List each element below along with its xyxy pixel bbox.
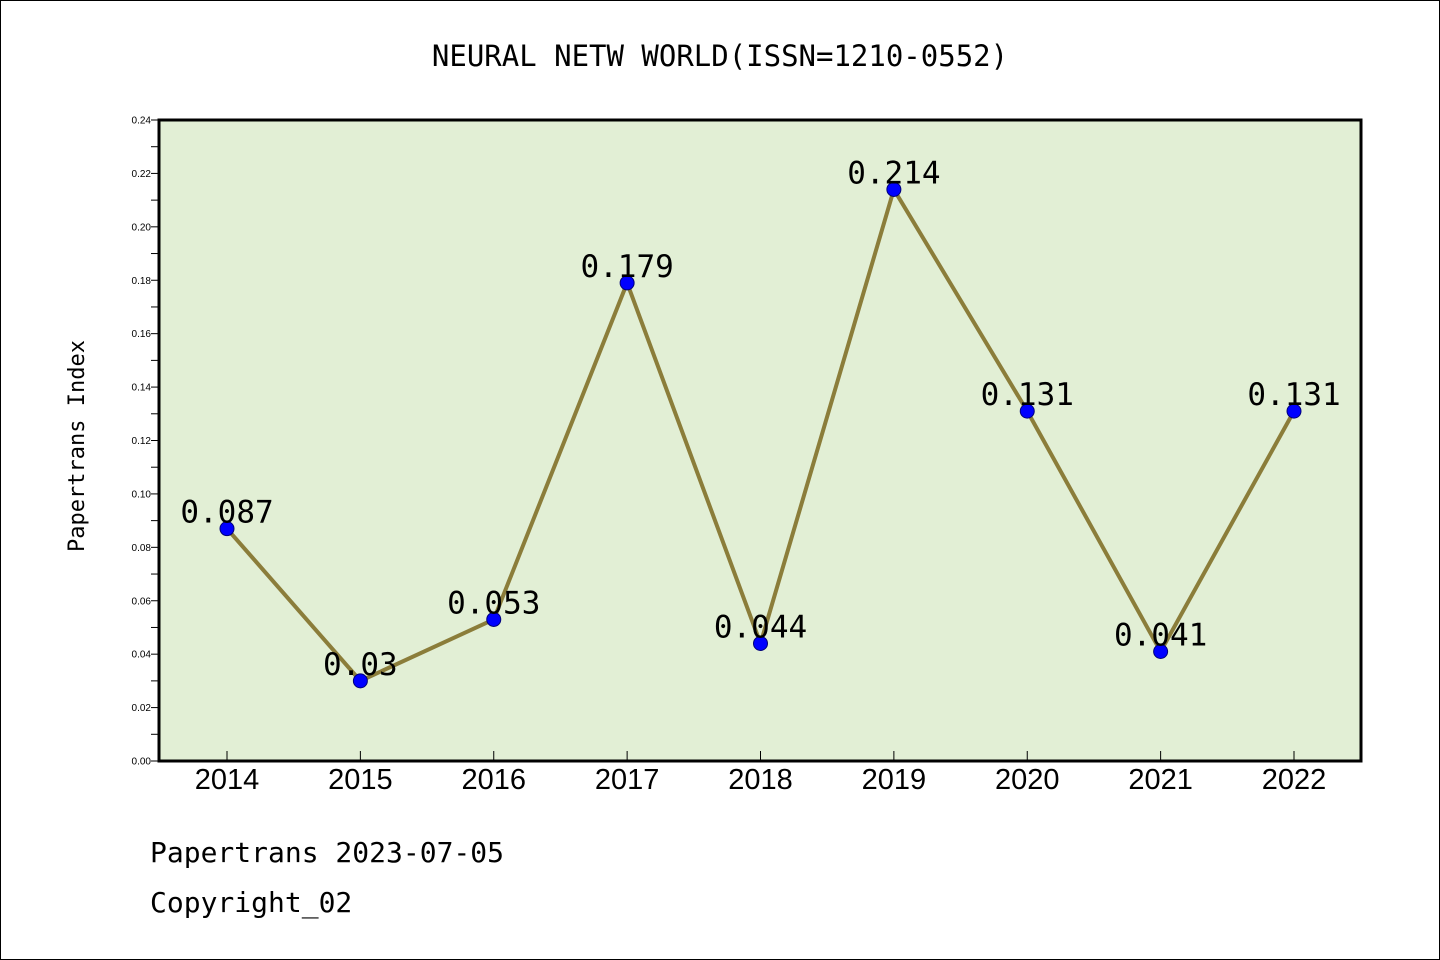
y-tick-label: 0.16: [132, 329, 152, 340]
x-axis-ticks: 2014 2015 2016 2017 2018 2019 2020 2021 2022: [195, 751, 1327, 796]
y-tick-label: 0.10: [132, 489, 152, 500]
chart-title: NEURAL NETW WORLD(ISSN=1210-0552): [432, 39, 1008, 73]
y-tick-label: 0.04: [132, 650, 152, 661]
footer-date-text: Papertrans 2023-07-05: [150, 836, 505, 869]
data-point-marker: [219, 521, 235, 537]
x-tick-label: 2016: [461, 764, 526, 796]
data-labels: 0.087 0.03 0.053 0.179 0.044 0.214 0.131 0.041 0…: [180, 155, 1340, 682]
data-point-marker: [619, 275, 635, 291]
data-point-label: 0.053: [447, 585, 540, 621]
x-tick-label: 2019: [862, 764, 927, 796]
y-tick-label: 0.24: [132, 116, 152, 127]
x-tick-label: 2015: [328, 764, 393, 796]
y-tick-label: 0.00: [132, 757, 152, 768]
data-point-label: 0.131: [981, 377, 1074, 413]
footer-copyright-text: Copyright_02: [150, 886, 353, 919]
x-tick-label: 2021: [1128, 764, 1193, 796]
y-tick-label: 0.12: [132, 436, 152, 447]
data-point-marker: [886, 181, 902, 197]
x-tick-label: 2017: [595, 764, 660, 796]
y-tick-label: 0.06: [132, 596, 152, 607]
data-point-marker: [753, 635, 768, 651]
x-tick-label: 2018: [728, 764, 793, 796]
y-tick-label: 0.18: [132, 276, 152, 287]
y-axis-label: Papertrans Index: [65, 340, 90, 552]
data-point-label: 0.087: [180, 495, 273, 531]
data-markers: [219, 181, 1302, 689]
y-tick-label: 0.08: [132, 543, 152, 554]
data-point-marker: [352, 673, 368, 689]
data-point-label: 0.179: [580, 249, 673, 285]
y-axis-ticks: 0.00 0.02 0.04 0.06 0.08 0.10 0.12 0.14 0.16 0.18…: [132, 116, 159, 768]
data-point-label: 0.041: [1114, 617, 1207, 653]
data-point-marker: [486, 611, 502, 627]
data-point-marker: [1019, 403, 1035, 419]
data-point-label: 0.214: [847, 155, 940, 191]
data-point-label: 0.044: [714, 609, 807, 645]
y-tick-label: 0.14: [132, 383, 152, 394]
y-tick-label: 0.02: [132, 703, 152, 714]
x-tick-label: 2020: [995, 764, 1060, 796]
x-tick-label: 2022: [1262, 764, 1327, 796]
y-tick-label: 0.22: [132, 169, 152, 180]
data-point-marker: [1153, 643, 1169, 659]
data-point-label: 0.03: [323, 647, 398, 683]
data-point-label: 0.131: [1247, 377, 1340, 413]
x-tick-label: 2014: [195, 764, 260, 796]
y-tick-label: 0.20: [132, 222, 152, 233]
data-point-marker: [1286, 403, 1302, 419]
